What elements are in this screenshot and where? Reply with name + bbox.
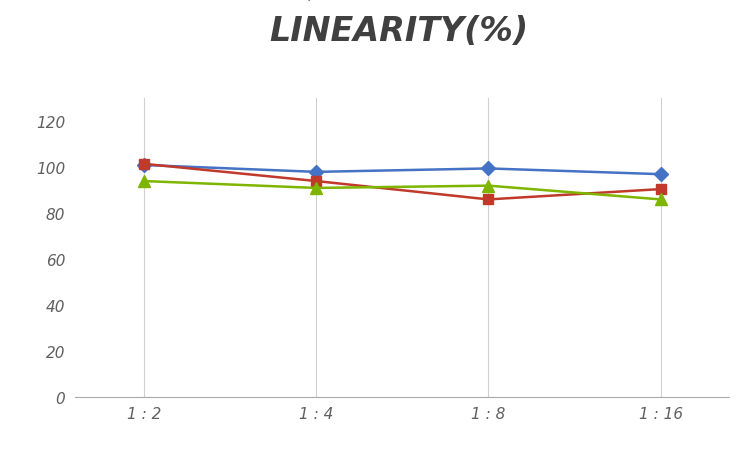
Serum (n=5) [140, 163, 149, 168]
Serum (n=5) [312, 170, 321, 175]
Cell culture media (n=5) [656, 197, 665, 202]
Line: Serum (n=5): Serum (n=5) [139, 161, 666, 179]
Line: EDTA plasma (n=5): EDTA plasma (n=5) [139, 160, 666, 205]
EDTA plasma (n=5) [312, 179, 321, 184]
Serum (n=5) [484, 166, 493, 172]
Cell culture media (n=5) [312, 186, 321, 191]
Text: LINEARITY(%): LINEARITY(%) [269, 15, 528, 48]
EDTA plasma (n=5) [140, 162, 149, 167]
Legend: Serum (n=5), EDTA plasma (n=5), Cell culture media (n=5): Serum (n=5), EDTA plasma (n=5), Cell cul… [76, 0, 635, 6]
Serum (n=5) [656, 172, 665, 178]
EDTA plasma (n=5) [484, 197, 493, 202]
EDTA plasma (n=5) [656, 187, 665, 193]
Line: Cell culture media (n=5): Cell culture media (n=5) [138, 176, 666, 206]
Cell culture media (n=5) [484, 184, 493, 189]
Cell culture media (n=5) [140, 179, 149, 184]
